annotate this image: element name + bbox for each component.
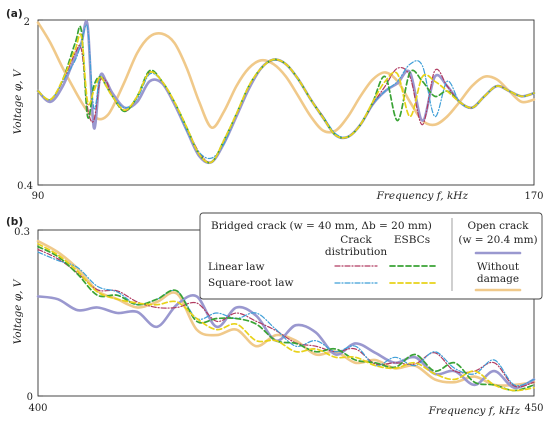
- legend: Bridged crack (w = 40 mm, Δb = 20 mm) Op…: [199, 212, 543, 300]
- legend-col-crack-line1: Crack: [340, 234, 372, 246]
- panel-b-ytick-label-bottom: 0: [27, 392, 33, 403]
- panel-b-ytick-label-top: 0.3: [14, 227, 30, 238]
- legend-without-line1: Without: [477, 261, 520, 273]
- legend-without-line2: damage: [477, 273, 519, 285]
- panel-b-series: [36, 239, 536, 392]
- panel-b: (b) 0.3 0 400 450 Frequency f, kHz Volta…: [6, 216, 544, 417]
- legend-box: [199, 212, 543, 300]
- panel-a-xtick-label-left: 90: [32, 191, 45, 202]
- legend-open-subtitle: (w = 20.4 mm): [458, 234, 537, 246]
- panel-b-series-open-crack: [36, 294, 536, 390]
- panel-a-series-open-crack: [36, 20, 536, 165]
- panel-b-xtick-label-left: 400: [28, 403, 47, 414]
- panel-b-series-sqrt-crack: [37, 251, 535, 387]
- panel-a-ytick-label-top: 2: [24, 17, 30, 28]
- legend-bridged-title: Bridged crack (w = 40 mm, Δb = 20 mm): [211, 220, 432, 232]
- panel-a-xtick-label-right: 170: [524, 191, 543, 202]
- panel-b-series-linear-esbc: [37, 245, 535, 392]
- panel-b-xtick-label-right: 450: [524, 403, 543, 414]
- panel-a-y-axis-label: Voltage φ, V: [12, 68, 24, 134]
- panel-b-y-axis-label: Voltage φ, V: [12, 278, 24, 344]
- panel-a-series: [36, 20, 536, 165]
- panel-a-x-axis-label: Frequency f, kHz: [376, 190, 469, 202]
- legend-col-crack-line2: distribution: [325, 246, 387, 258]
- legend-row-sqrt: Square-root law: [208, 277, 294, 289]
- legend-row-linear: Linear law: [208, 261, 265, 273]
- panel-a-ytick-label-bottom: 0.4: [17, 181, 33, 192]
- panel-b-label: (b): [6, 216, 23, 228]
- legend-col-esbc: ESBCs: [394, 234, 430, 246]
- panel-a-label: (a): [6, 8, 23, 20]
- panel-b-series-sqrt-esbc: [37, 242, 535, 392]
- panel-a-series-without-damage: [36, 21, 536, 134]
- panel-b-x-axis-label: Frequency f, kHz: [428, 405, 521, 417]
- panel-a: (a) 2 0.4 90 170 Frequency f, kHz Voltag…: [6, 8, 544, 202]
- legend-open-title: Open crack: [467, 220, 529, 232]
- panel-a-plot-frame: [37, 19, 535, 186]
- panel-a-series-sqrt-esbc: [37, 33, 535, 164]
- panel-b-series-linear-crack: [37, 248, 535, 388]
